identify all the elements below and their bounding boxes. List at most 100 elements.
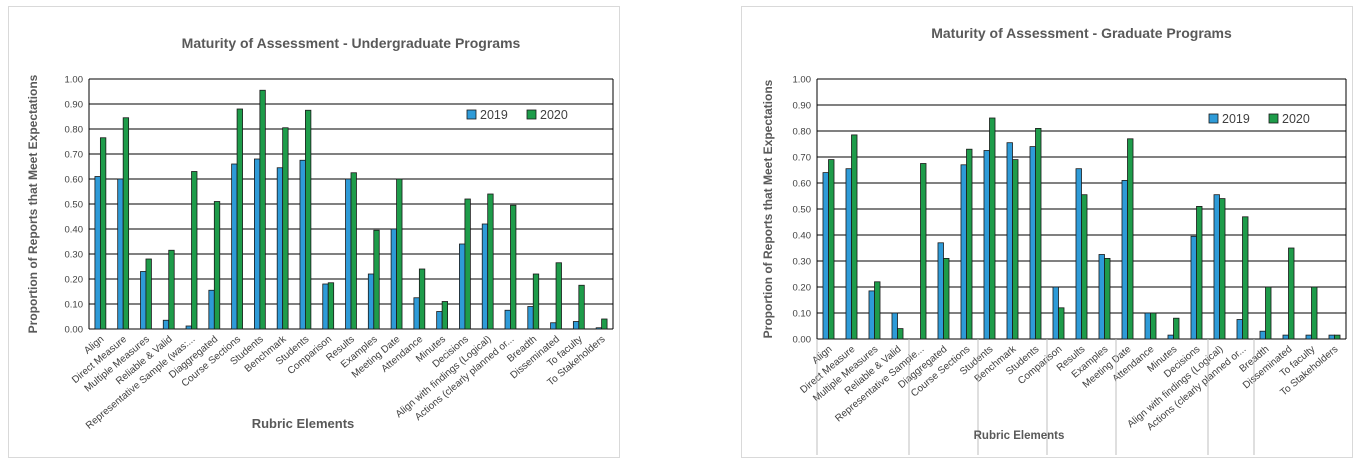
- y-tick-label: 0.00: [793, 335, 812, 346]
- y-tick-label: 0.10: [793, 309, 812, 320]
- bar-2020-18: [1242, 216, 1249, 340]
- y-tick-label: 0.00: [65, 325, 84, 336]
- bar-2020-4: [920, 163, 927, 340]
- bar-2020-1: [851, 134, 858, 340]
- bar-2019-11: [345, 178, 352, 330]
- bar-2019-15: [436, 311, 443, 330]
- legend-label-2019: 2019: [480, 108, 508, 122]
- chart-panel-graduate: Maturity of Assessment - Graduate Progra…: [741, 6, 1353, 458]
- y-tick-label: 1.00: [65, 75, 84, 86]
- bar-2019-21: [572, 321, 580, 330]
- bar-2020-7: [259, 89, 266, 330]
- bar-2020-21: [1311, 286, 1318, 340]
- legend-label-2020: 2020: [540, 108, 568, 122]
- bar-2020-8: [1012, 159, 1019, 340]
- bar-2019-13: [390, 228, 397, 330]
- bar-2019-5: [208, 289, 215, 330]
- bar-2020-22: [601, 318, 608, 330]
- bar-2019-0: [822, 172, 829, 340]
- bar-2020-12: [1104, 257, 1111, 340]
- y-tick-label: 0.40: [793, 231, 812, 242]
- bar-2019-1: [845, 168, 852, 340]
- bar-2020-4: [191, 171, 198, 330]
- bar-2020-11: [1081, 194, 1088, 340]
- y-axis-title: Proportion of Reports that Meet Expectat…: [26, 74, 40, 333]
- bar-2019-14: [1144, 312, 1151, 340]
- bar-2019-8: [1006, 142, 1013, 340]
- bar-2019-18: [1236, 319, 1243, 340]
- bar-2019-2: [140, 271, 147, 330]
- bar-2019-3: [891, 312, 898, 340]
- chart-svg: Maturity of Assessment - Undergraduate P…: [26, 35, 614, 432]
- bar-2020-12: [373, 229, 380, 330]
- legend-label-2020: 2020: [1282, 112, 1310, 126]
- bar-2020-10: [1058, 307, 1065, 340]
- bar-2019-2: [868, 290, 875, 340]
- y-axis-title: Proportion of Reports that Meet Expectat…: [761, 79, 775, 338]
- bar-2020-14: [418, 268, 426, 330]
- bar-2020-19: [1265, 286, 1272, 340]
- bar-2019-14: [413, 297, 420, 330]
- bar-2019-6: [960, 164, 967, 340]
- bar-2019-10: [1052, 286, 1059, 340]
- bar-2019-22: [1328, 334, 1335, 340]
- y-tick-label: 0.70: [65, 150, 84, 161]
- chart-title: Maturity of Assessment - Undergraduate P…: [182, 35, 521, 51]
- y-tick-label: 0.50: [65, 200, 84, 211]
- bar-2020-14: [1150, 312, 1157, 340]
- bar-2019-22: [595, 327, 603, 330]
- y-tick-label: 0.80: [793, 127, 812, 138]
- bar-2019-3: [162, 319, 170, 330]
- bar-2020-20: [1288, 247, 1295, 340]
- bar-2019-13: [1121, 179, 1128, 340]
- bar-2020-15: [1173, 317, 1180, 340]
- chart-title: Maturity of Assessment - Graduate Progra…: [931, 25, 1232, 41]
- y-tick-label: 0.30: [793, 257, 812, 268]
- y-tick-label: 0.20: [65, 275, 84, 286]
- bar-2020-16: [1196, 205, 1203, 340]
- bar-2019-16: [1190, 235, 1197, 340]
- y-tick-label: 0.60: [65, 175, 84, 186]
- x-axis-title: Rubric Elements: [252, 416, 355, 431]
- bar-2019-5: [937, 242, 944, 340]
- chart-svg: Maturity of Assessment - Graduate Progra…: [761, 25, 1347, 455]
- bar-2019-20: [1282, 334, 1289, 340]
- bar-2020-2: [145, 258, 152, 330]
- bar-2019-16: [459, 243, 466, 330]
- bar-2019-19: [1259, 330, 1266, 340]
- bar-2020-11: [350, 172, 357, 330]
- bar-2020-20: [555, 262, 562, 330]
- bar-2020-13: [396, 178, 403, 330]
- bar-2019-12: [1098, 254, 1105, 340]
- bar-2020-10: [327, 282, 335, 330]
- bar-2020-0: [99, 137, 107, 330]
- bar-2020-19: [532, 273, 540, 330]
- bar-2019-17: [481, 223, 489, 330]
- bar-2019-4: [185, 325, 192, 330]
- bar-2019-10: [322, 283, 329, 330]
- bar-2019-8: [276, 167, 284, 330]
- legend-swatch-2019: [1208, 113, 1219, 124]
- bar-2019-15: [1167, 334, 1174, 340]
- bar-2019-20: [550, 322, 557, 330]
- bar-2019-7: [983, 150, 990, 340]
- bar-2020-5: [213, 201, 221, 330]
- bar-2020-13: [1127, 138, 1134, 340]
- bar-2020-15: [441, 301, 448, 330]
- bar-2020-3: [897, 328, 904, 340]
- bar-2020-21: [578, 284, 585, 330]
- bar-2020-16: [464, 198, 471, 330]
- y-tick-label: 0.50: [793, 205, 812, 216]
- legend-swatch-2020: [1268, 113, 1279, 124]
- bar-2019-9: [1029, 146, 1036, 340]
- legend-label-2019: 2019: [1222, 112, 1250, 126]
- bar-2019-12: [367, 273, 375, 330]
- bar-2020-9: [1035, 128, 1042, 340]
- bar-2020-17: [487, 193, 494, 330]
- bar-2019-11: [1075, 168, 1082, 340]
- chart-panel-undergraduate: Maturity of Assessment - Undergraduate P…: [8, 6, 620, 458]
- y-tick-label: 0.70: [793, 153, 812, 164]
- bar-2020-1: [122, 117, 130, 330]
- y-tick-label: 0.40: [65, 225, 84, 236]
- bar-2019-19: [527, 306, 534, 330]
